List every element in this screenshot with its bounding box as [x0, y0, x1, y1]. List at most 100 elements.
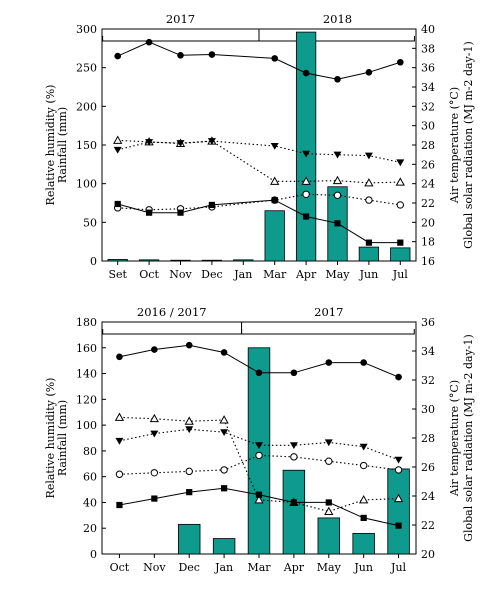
left-axis-title-line1: Relative humidity (%)	[44, 85, 57, 206]
point-filled-circle	[365, 69, 373, 76]
left-tick-label: 100	[76, 419, 97, 432]
series-line-filled-circle	[117, 41, 401, 80]
period-bracket	[102, 36, 260, 42]
point-filled-circle	[114, 52, 121, 60]
point-filled-triangle-down	[394, 456, 403, 464]
right-axis-title-line2: Global solar radiation (MJ m-2 day-1)	[462, 334, 475, 542]
right-tick-label: 22	[421, 197, 435, 210]
point-filled-circle	[177, 51, 184, 59]
left-tick-label: 60	[83, 471, 97, 484]
left-tick-label: 150	[76, 139, 97, 152]
left-tick-label: 140	[76, 368, 97, 381]
point-open-circle	[185, 467, 193, 476]
left-tick-label: 200	[76, 100, 97, 113]
point-open-circle	[396, 201, 404, 209]
left-tick-label: 100	[76, 178, 97, 191]
right-tick-label: 22	[421, 519, 435, 532]
rainfall-bar	[212, 538, 236, 555]
x-tick-label: Dec	[201, 268, 223, 281]
series-line-filled-square	[117, 199, 401, 244]
point-filled-square	[177, 209, 184, 216]
x-tick-label: Jun	[359, 268, 379, 281]
right-tick-label: 28	[421, 139, 435, 152]
point-filled-circle	[220, 349, 228, 356]
point-filled-square	[221, 485, 228, 492]
point-filled-square	[395, 522, 402, 529]
point-filled-circle	[271, 55, 279, 62]
point-filled-circle	[334, 75, 341, 83]
point-filled-square	[365, 239, 372, 246]
point-filled-circle	[116, 353, 123, 361]
point-filled-triangle-down	[396, 159, 405, 167]
right-tick-label: 24	[421, 178, 435, 191]
x-tick-label: Mar	[247, 561, 271, 574]
x-tick-label: Apr	[295, 268, 317, 281]
left-tick-label: 80	[83, 445, 97, 458]
rainfall-bar	[295, 31, 317, 262]
point-filled-square	[255, 491, 263, 498]
right-tick-label: 30	[421, 120, 435, 133]
right-tick-label: 26	[421, 461, 435, 474]
rainfall-bar	[178, 523, 201, 555]
point-open-circle	[394, 466, 403, 474]
right-tick-label: 36	[421, 62, 435, 75]
bottom-panel-chart: 0 20 40 60 80 100 120 140 160 180 20 22 24 26 28 30 32 34…	[44, 305, 475, 574]
x-tick-label: Oct	[139, 268, 159, 281]
period-label: 2018	[323, 12, 352, 26]
point-filled-square	[151, 495, 158, 502]
rainfall-bar	[201, 259, 223, 262]
period-label: 2017	[314, 305, 343, 319]
left-tick-label: 20	[83, 522, 97, 535]
right-tick-label: 38	[421, 42, 435, 55]
rainfall-bar	[390, 247, 411, 262]
x-tick-label: Jan	[214, 561, 233, 574]
point-open-triangle	[301, 176, 311, 185]
point-filled-square	[116, 501, 123, 509]
point-filled-triangle-down	[145, 139, 154, 146]
rainfall-bar	[264, 210, 285, 262]
x-tick-label: May	[325, 268, 350, 281]
point-filled-circle	[395, 373, 402, 381]
period-bracket	[258, 36, 415, 42]
series-line-filled-triangle-down	[119, 428, 399, 461]
point-open-circle	[220, 466, 228, 474]
rainfall-bar	[170, 259, 191, 262]
series-line-filled-triangle-down	[117, 140, 401, 163]
right-tick-label: 26	[421, 158, 435, 171]
point-filled-square	[360, 514, 367, 522]
left-tick-label: 50	[83, 216, 97, 229]
x-tick-label: Jan	[233, 268, 252, 281]
point-filled-circle	[145, 38, 153, 46]
point-filled-circle	[185, 341, 193, 349]
point-open-triangle	[324, 506, 334, 515]
point-open-triangle	[113, 135, 123, 144]
period-label: 2016 / 2017	[137, 305, 207, 319]
point-filled-square	[397, 239, 404, 246]
point-open-triangle	[359, 495, 369, 504]
point-filled-square	[146, 209, 153, 216]
left-tick-label: 180	[76, 316, 97, 329]
right-tick-label: 20	[421, 216, 435, 229]
point-filled-triangle-down	[255, 442, 263, 450]
x-tick-label: Jul	[390, 561, 406, 574]
rainfall-bar	[387, 468, 410, 555]
point-open-triangle	[393, 493, 404, 503]
x-tick-label: Mar	[263, 268, 287, 281]
point-filled-triangle-down	[113, 146, 122, 154]
point-open-circle	[365, 196, 373, 204]
point-filled-triangle-down	[359, 443, 368, 451]
right-tick-label: 40	[421, 23, 435, 36]
rainfall-bar	[247, 347, 271, 555]
point-filled-circle	[255, 369, 263, 377]
x-tick-label: Nov	[143, 561, 166, 574]
point-filled-triangle-down	[302, 150, 311, 158]
point-filled-square	[186, 489, 193, 496]
point-open-circle	[302, 190, 310, 199]
right-axis-title-line2: Global solar radiation (MJ m-2 day-1)	[462, 41, 475, 249]
point-filled-triangle-down	[185, 426, 194, 434]
point-filled-square	[325, 499, 332, 506]
period-label: 2017	[166, 12, 195, 26]
point-open-circle	[333, 191, 342, 199]
point-open-triangle	[254, 495, 264, 504]
